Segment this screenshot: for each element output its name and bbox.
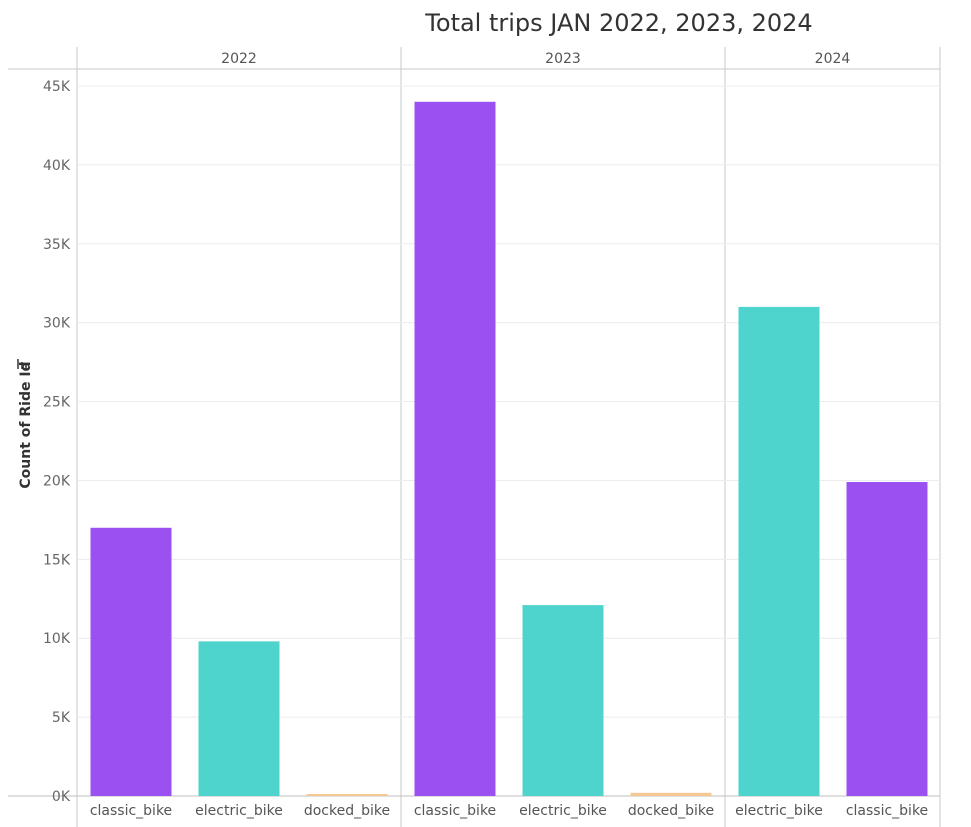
bar-2022-classic_bike[interactable] — [90, 527, 172, 796]
y-axis-title: Count of Ride Id — [18, 361, 34, 488]
category-label: docked_bike — [304, 803, 390, 819]
panel-header-2023: 2023 — [545, 51, 581, 67]
bar-2023-classic_bike[interactable] — [414, 101, 496, 797]
bar-2023-electric_bike[interactable] — [522, 605, 604, 796]
y-tick-label: 15K — [43, 552, 71, 568]
panel-headers: 2022 2023 2024 — [221, 51, 850, 67]
category-labels: classic_bike electric_bike docked_bike clas… — [90, 803, 928, 819]
category-label: classic_bike — [846, 803, 928, 819]
chart-title: Total trips JAN 2022, 2023, 2024 — [424, 9, 812, 37]
bars — [90, 101, 928, 797]
y-tick-label: 10K — [43, 631, 71, 647]
category-label: classic_bike — [90, 803, 172, 819]
y-axis-ticks: 0K 5K 10K 15K 20K 25K 30K 35K 40K 45K — [43, 79, 71, 805]
panel-header-2022: 2022 — [221, 51, 257, 67]
y-tick-label: 25K — [43, 395, 71, 411]
panel-header-2024: 2024 — [815, 51, 851, 67]
y-tick-label: 20K — [43, 473, 71, 489]
category-label: classic_bike — [414, 803, 496, 819]
category-label: electric_bike — [195, 803, 283, 819]
y-tick-label: 45K — [43, 79, 71, 95]
bar-2024-electric_bike[interactable] — [738, 306, 820, 796]
category-label: docked_bike — [628, 803, 714, 819]
y-axis-title-group: Count of Ride Id — [18, 361, 34, 488]
y-tick-label: 30K — [43, 316, 71, 332]
category-label: electric_bike — [519, 803, 607, 819]
y-tick-label: 5K — [52, 710, 71, 726]
bar-2023-docked_bike[interactable] — [630, 792, 712, 796]
bar-2022-docked_bike[interactable] — [306, 794, 388, 796]
bar-2024-classic_bike[interactable] — [846, 482, 928, 796]
sort-descending-icon[interactable] — [17, 359, 27, 369]
y-tick-label: 40K — [43, 158, 71, 174]
bar-2022-electric_bike[interactable] — [198, 641, 280, 796]
y-tick-label: 0K — [52, 789, 71, 805]
category-label: electric_bike — [735, 803, 823, 819]
y-tick-label: 35K — [43, 237, 71, 253]
